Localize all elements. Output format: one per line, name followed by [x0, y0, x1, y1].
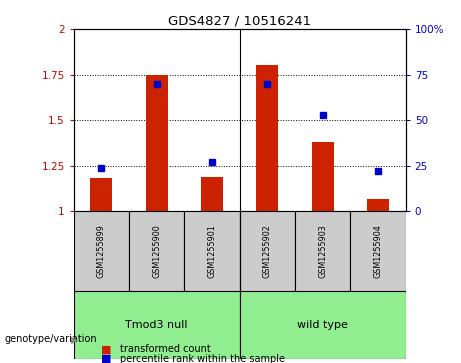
Text: GSM1255900: GSM1255900: [152, 224, 161, 278]
Bar: [256, 65, 278, 211]
Text: percentile rank within the sample: percentile rank within the sample: [120, 354, 285, 363]
Bar: [74, 211, 129, 291]
Bar: [129, 211, 184, 291]
Text: GSM1255904: GSM1255904: [373, 224, 383, 278]
Text: GSM1255901: GSM1255901: [207, 224, 217, 278]
Bar: [90, 179, 112, 211]
Bar: [295, 211, 350, 291]
Text: Tmod3 null: Tmod3 null: [125, 320, 188, 330]
Bar: [146, 75, 168, 211]
Text: ■: ■: [101, 344, 112, 354]
Bar: [367, 199, 389, 211]
Bar: [240, 211, 295, 291]
Bar: [240, 291, 406, 359]
Text: GSM1255903: GSM1255903: [318, 224, 327, 278]
Title: GDS4827 / 10516241: GDS4827 / 10516241: [168, 15, 311, 28]
Bar: [74, 291, 240, 359]
Bar: [312, 142, 334, 211]
Text: GSM1255902: GSM1255902: [263, 224, 272, 278]
Text: transformed count: transformed count: [120, 344, 211, 354]
Bar: [184, 211, 240, 291]
Text: genotype/variation: genotype/variation: [5, 334, 97, 344]
Text: ■: ■: [101, 354, 112, 363]
Bar: [201, 177, 223, 211]
Bar: [350, 211, 406, 291]
Text: GSM1255899: GSM1255899: [97, 224, 106, 278]
Text: ▶: ▶: [71, 334, 79, 344]
Text: wild type: wild type: [297, 320, 348, 330]
